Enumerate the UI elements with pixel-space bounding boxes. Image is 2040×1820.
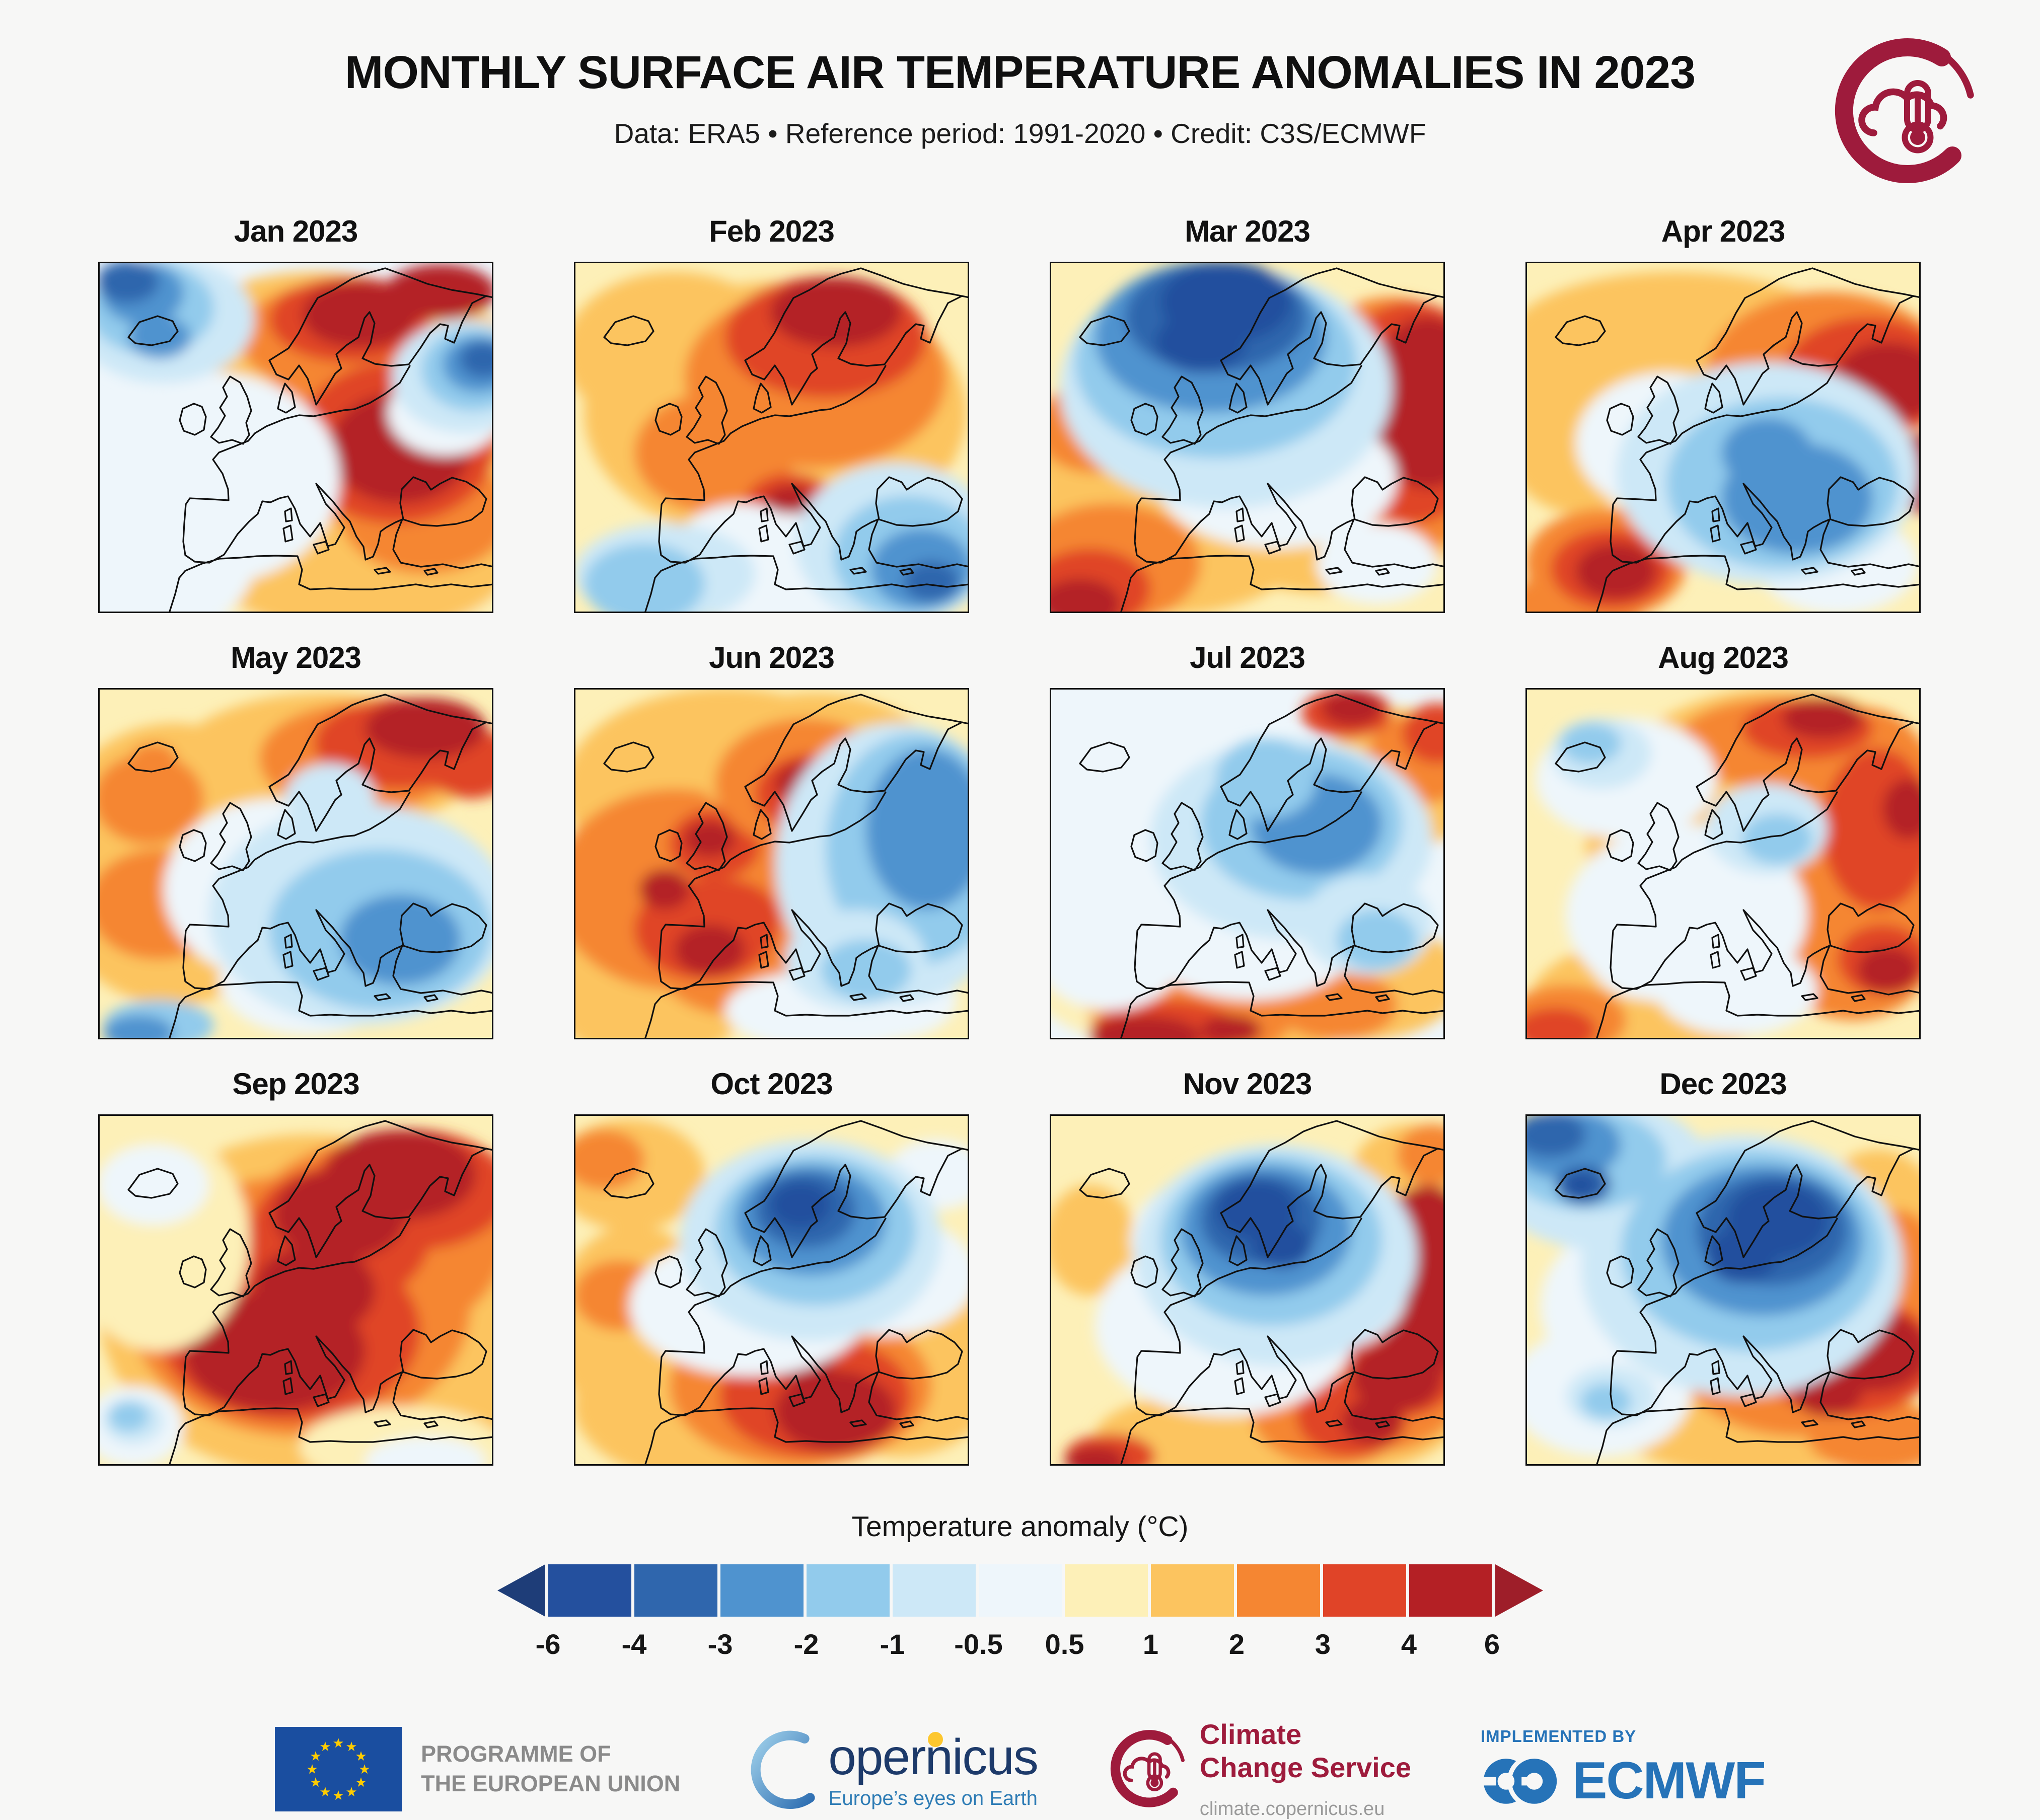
map-panel: Mar 2023 xyxy=(1050,214,1445,613)
eu-programme-text: PROGRAMME OF THE EUROPEAN UNION xyxy=(421,1739,680,1798)
copernicus-logo: opernicus Europe’s eyes on Earth xyxy=(750,1727,1039,1810)
eu-flag-star-icon: ★ xyxy=(355,1749,367,1764)
colorbar-segment xyxy=(634,1564,717,1617)
colorbar-segment xyxy=(1323,1564,1406,1617)
colorbar-tick-label: -2 xyxy=(793,1628,819,1660)
colorbar-tick-label: 6 xyxy=(1484,1628,1500,1660)
eu-flag-star-icon: ★ xyxy=(310,1775,321,1790)
colorbar-tick-label: -0.5 xyxy=(954,1628,1003,1660)
map-panel: Jul 2023 xyxy=(1050,640,1445,1039)
footer-logos: ★ ★ ★ ★ ★ ★ ★ ★ ★ ★ ★ ★ PROGRAMME OF THE EUROPEAN U… xyxy=(0,1718,2040,1820)
eu-flag-star-icon: ★ xyxy=(320,1739,331,1754)
anomaly-map-sep xyxy=(98,1114,493,1466)
colorbar-segment xyxy=(806,1564,890,1617)
map-month-title: Jun 2023 xyxy=(709,641,835,674)
colorbar-ticks: -6 -4 -3 -2 -1 -0.5 0.5 1 2 3 4 6 xyxy=(497,1628,1543,1663)
map-month-title: Jul 2023 xyxy=(1190,641,1305,674)
colorbar-segment xyxy=(1409,1564,1492,1617)
copernicus-c-crescent-icon xyxy=(751,1731,815,1809)
eu-flag-star-icon: ★ xyxy=(346,1739,357,1754)
c3s-url: climate.copernicus.eu xyxy=(1199,1798,1385,1819)
map-panel: Nov 2023 xyxy=(1050,1067,1445,1466)
anomaly-map-mar xyxy=(1050,262,1445,613)
eu-flag-star-icon: ★ xyxy=(333,1735,344,1751)
anomaly-map-feb xyxy=(574,262,969,613)
colorbar-segment xyxy=(720,1564,804,1617)
colorbar-segment xyxy=(1150,1564,1234,1617)
colorbar-bar xyxy=(497,1564,1543,1617)
anomaly-map-jan xyxy=(98,262,493,613)
ecmwf-logo: IMPLEMENTED BY ECMWF xyxy=(1481,1727,1766,1811)
anomaly-map-jul xyxy=(1050,688,1445,1039)
map-month-title: Apr 2023 xyxy=(1661,214,1785,248)
c3s-logo-icon xyxy=(1829,36,1980,187)
map-panel: Aug 2023 xyxy=(1525,640,1921,1039)
anomaly-map-jun xyxy=(574,688,969,1039)
monthly-maps-grid: Jan 2023 Feb 2023 Mar 2023 Apr 2023 May 2023… xyxy=(98,214,1921,1466)
colorbar-segment xyxy=(1064,1564,1148,1617)
map-month-title: Nov 2023 xyxy=(1183,1067,1313,1101)
colorbar-section: Temperature anomaly (°C) -6 -4 -3 -2 -1 -0.5 0… xyxy=(0,1510,2040,1670)
map-month-title: Dec 2023 xyxy=(1659,1067,1787,1101)
colorbar-right-arrow xyxy=(1495,1564,1543,1617)
eu-flag-star-icon: ★ xyxy=(310,1749,321,1764)
anomaly-map-apr xyxy=(1525,262,1921,613)
map-month-title: Feb 2023 xyxy=(709,214,835,248)
colorbar-segment xyxy=(978,1564,1062,1617)
eu-flag-star-icon: ★ xyxy=(333,1788,344,1803)
anomaly-map-nov xyxy=(1050,1114,1445,1466)
colorbar-tick-label: 2 xyxy=(1228,1628,1245,1660)
map-panel: Oct 2023 xyxy=(574,1067,969,1466)
copernicus-wordmark: opernicus xyxy=(828,1728,1039,1786)
colorbar-title: Temperature anomaly (°C) xyxy=(851,1510,1189,1543)
eu-flag-star-icon: ★ xyxy=(307,1762,318,1777)
map-month-title: Oct 2023 xyxy=(710,1067,833,1101)
colorbar-left-arrow xyxy=(497,1564,545,1617)
copernicus-orbit-dot-icon xyxy=(927,1731,943,1747)
map-panel: Feb 2023 xyxy=(574,214,969,613)
anomaly-map-dec xyxy=(1525,1114,1921,1466)
colorbar-tick-label: -1 xyxy=(880,1628,905,1660)
map-month-title: Aug 2023 xyxy=(1658,641,1789,674)
c3s-footer-icon xyxy=(1107,1729,1188,1809)
colorbar-tick-label: 0.5 xyxy=(1045,1628,1084,1660)
colorbar-tick-label: 4 xyxy=(1401,1628,1417,1660)
anomaly-map-aug xyxy=(1525,688,1921,1039)
copernicus-tagline: Europe’s eyes on Earth xyxy=(828,1787,1038,1809)
map-panel: Jan 2023 xyxy=(98,214,493,613)
map-month-title: Mar 2023 xyxy=(1185,214,1310,248)
ecmwf-implemented-by-label: IMPLEMENTED BY xyxy=(1481,1727,1637,1746)
colorbar-tick-label: -6 xyxy=(535,1628,561,1660)
ecmwf-mark-icon xyxy=(1481,1754,1562,1808)
eu-text-line1: PROGRAMME OF xyxy=(421,1741,611,1767)
eu-text-line2: THE EUROPEAN UNION xyxy=(421,1770,681,1796)
colorbar-tick-label: 1 xyxy=(1142,1628,1159,1660)
climate-change-service-logo: Climate Change Service climate.copernicu… xyxy=(1107,1718,1411,1820)
colorbar-segment xyxy=(892,1564,976,1617)
c3s-text-line2: Change Service xyxy=(1199,1752,1412,1784)
map-panel: Sep 2023 xyxy=(98,1067,493,1466)
anomaly-map-may xyxy=(98,688,493,1039)
map-panel: Dec 2023 xyxy=(1525,1067,1921,1466)
ecmwf-wordmark: ECMWF xyxy=(1572,1752,1766,1810)
eu-flag-icon: ★ ★★★★★★★★★★★ xyxy=(275,1726,402,1811)
map-month-title: Jan 2023 xyxy=(234,214,358,248)
anomaly-map-oct xyxy=(574,1114,969,1466)
map-panel: Apr 2023 xyxy=(1525,214,1921,613)
colorbar-segment xyxy=(1236,1564,1320,1617)
colorbar: -6 -4 -3 -2 -1 -0.5 0.5 1 2 3 4 6 xyxy=(497,1564,1543,1670)
c3s-text-line1: Climate xyxy=(1199,1718,1302,1750)
eu-flag-star-icon: ★ xyxy=(346,1784,357,1799)
colorbar-tick-label: 3 xyxy=(1315,1628,1331,1660)
page-title: MONTHLY SURFACE AIR TEMPERATURE ANOMALIE… xyxy=(344,47,1696,98)
map-month-title: May 2023 xyxy=(231,641,361,674)
colorbar-tick-label: -4 xyxy=(621,1628,647,1660)
eu-programme-logo: ★ ★ ★ ★ ★ ★ ★ ★ ★ ★ ★ ★ PROGRAMME OF THE EUROPEAN U… xyxy=(275,1726,680,1811)
colorbar-segment xyxy=(548,1564,631,1617)
map-panel: Jun 2023 xyxy=(574,640,969,1039)
map-panel: May 2023 xyxy=(98,640,493,1039)
colorbar-tick-label: -3 xyxy=(707,1628,733,1660)
map-month-title: Sep 2023 xyxy=(232,1067,359,1101)
page-subtitle: Data: ERA5 • Reference period: 1991-2020… xyxy=(614,118,1426,149)
